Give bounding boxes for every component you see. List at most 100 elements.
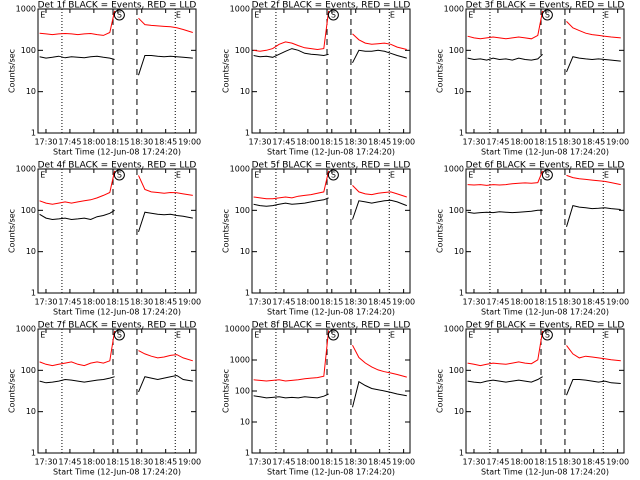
y-axis-label: Counts/sec	[8, 209, 17, 253]
y-axis-label: Counts/sec	[8, 369, 17, 413]
annotation-circle	[113, 9, 125, 21]
y-tick-label: 1	[31, 449, 36, 458]
y-axis-label: Counts/sec	[436, 209, 445, 253]
annotation: E	[254, 331, 259, 340]
annotation: S	[331, 11, 336, 20]
plot-frame	[37, 8, 197, 134]
x-tick-label: 18:45	[154, 458, 177, 467]
annotation: S	[331, 331, 336, 340]
x-tick-label: 18:00	[296, 138, 319, 147]
x-tick-label: 18:15	[534, 138, 557, 147]
annotation: S	[331, 171, 336, 180]
x-tick-label: 19:00	[178, 138, 201, 147]
annotation: E	[40, 331, 45, 340]
y-axis-label: Counts/sec	[8, 49, 17, 93]
y-tick-label: 1000	[230, 356, 250, 365]
chart-title: Det 2f BLACK = Events, RED = LLD	[252, 1, 411, 11]
y-tick-label: 10	[26, 407, 36, 416]
annotation: S	[117, 331, 122, 340]
x-tick-label: 18:00	[510, 138, 533, 147]
x-tick-label: 18:45	[582, 138, 605, 147]
annotation-circle	[113, 329, 125, 341]
x-tick-label: 18:45	[368, 458, 391, 467]
x-tick-label: 17:45	[486, 138, 509, 147]
y-tick-label: 100	[21, 206, 36, 215]
y-tick-label: 100	[235, 206, 250, 215]
data-line	[39, 170, 193, 205]
annotation: E	[40, 11, 45, 20]
panel: Det 4f BLACK = Events, RED = LLD Start Ti…	[8, 161, 202, 317]
x-tick-label: 18:30	[130, 298, 153, 307]
x-tick-label: 18:15	[534, 298, 557, 307]
data-line	[467, 376, 621, 396]
plot-frame	[465, 168, 625, 294]
data-line	[253, 48, 407, 64]
x-tick-label: 18:15	[106, 138, 129, 147]
annotation: E	[176, 11, 181, 20]
data-line	[253, 330, 407, 382]
plot-frame	[465, 8, 625, 134]
x-tick-label: 18:30	[558, 458, 581, 467]
y-tick-label: 10	[240, 418, 250, 427]
y-tick-label: 1	[31, 129, 36, 138]
annotation: E	[390, 331, 395, 340]
annotation: E	[254, 11, 259, 20]
x-tick-label: 19:00	[606, 298, 629, 307]
x-tick-label: 17:45	[58, 298, 81, 307]
x-tick-label: 17:45	[272, 138, 295, 147]
x-tick-label: 17:30	[248, 298, 271, 307]
y-axis-label: Counts/sec	[222, 369, 231, 413]
x-tick-label: 18:45	[368, 138, 391, 147]
x-tick-label: 18:30	[344, 458, 367, 467]
y-tick-label: 1000	[230, 165, 250, 174]
y-axis-label: Counts/sec	[222, 209, 231, 253]
annotation: S	[117, 171, 122, 180]
y-tick-label: 10	[454, 87, 464, 96]
x-tick-label: 17:30	[462, 138, 485, 147]
annotation: E	[390, 171, 395, 180]
y-tick-label: 10	[26, 87, 36, 96]
x-tick-label: 17:45	[272, 458, 295, 467]
panel: Det 1f BLACK = Events, RED = LLD Start Ti…	[8, 1, 202, 157]
data-line	[467, 205, 621, 227]
chart-title: Det 7f BLACK = Events, RED = LLD	[38, 321, 197, 331]
y-tick-label: 100	[449, 366, 464, 375]
x-tick-label: 18:00	[296, 298, 319, 307]
x-tick-label: 17:30	[34, 298, 57, 307]
x-tick-label: 18:30	[344, 138, 367, 147]
x-axis-label: Start Time (12-Jun-08 17:24:20)	[481, 308, 609, 317]
x-tick-label: 19:00	[606, 458, 629, 467]
annotation: E	[604, 171, 609, 180]
x-tick-label: 18:00	[82, 138, 105, 147]
y-tick-label: 10	[240, 87, 250, 96]
x-tick-label: 18:15	[106, 298, 129, 307]
annotation: E	[40, 171, 45, 180]
y-tick-label: 10	[26, 247, 36, 256]
data-line	[253, 10, 407, 52]
data-line	[39, 10, 193, 36]
x-tick-label: 17:30	[248, 138, 271, 147]
y-tick-label: 1000	[444, 165, 464, 174]
x-axis-label: Start Time (12-Jun-08 17:24:20)	[481, 148, 609, 157]
y-tick-label: 10	[240, 247, 250, 256]
y-tick-label: 100	[21, 46, 36, 55]
y-axis-label: Counts/sec	[436, 49, 445, 93]
x-tick-label: 19:00	[178, 458, 201, 467]
x-tick-label: 18:30	[130, 138, 153, 147]
x-tick-label: 18:15	[320, 138, 343, 147]
annotation-circle	[327, 329, 339, 341]
data-line	[253, 170, 407, 200]
chart-title: Det 8f BLACK = Events, RED = LLD	[252, 321, 411, 331]
x-axis-label: Start Time (12-Jun-08 17:24:20)	[267, 308, 395, 317]
chart-title: Det 1f BLACK = Events, RED = LLD	[38, 1, 197, 11]
data-line	[467, 10, 621, 40]
annotation-circle	[541, 169, 553, 181]
panel: Det 3f BLACK = Events, RED = LLD Start Ti…	[436, 1, 630, 157]
annotation: E	[468, 171, 473, 180]
annotation-circle	[113, 169, 125, 181]
x-tick-label: 17:45	[58, 458, 81, 467]
x-tick-label: 18:30	[344, 298, 367, 307]
annotation: E	[604, 11, 609, 20]
y-tick-label: 100	[449, 206, 464, 215]
chart-title: Det 4f BLACK = Events, RED = LLD	[38, 161, 197, 171]
